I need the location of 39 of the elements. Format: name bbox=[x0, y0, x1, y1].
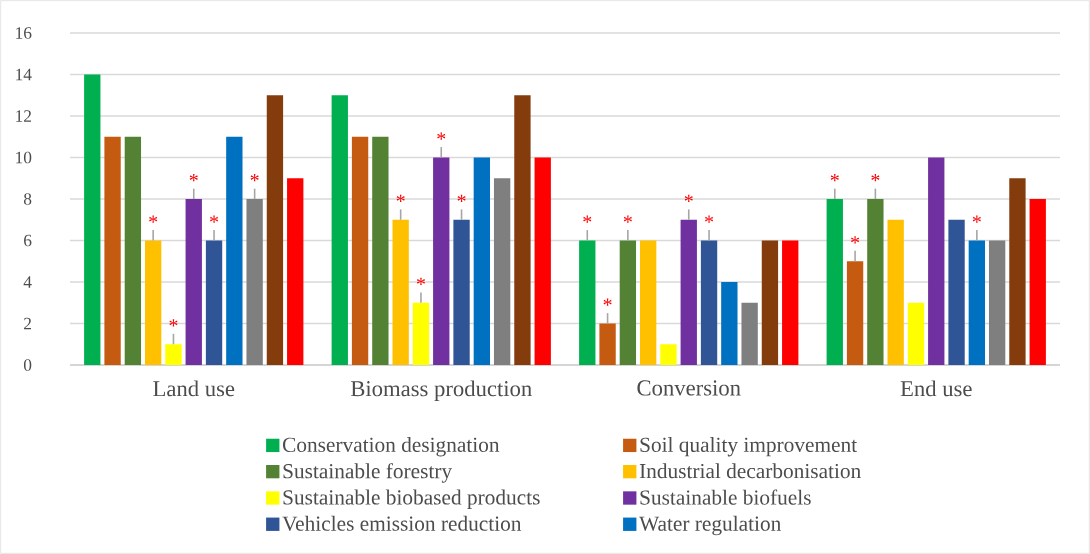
x-tick-label: Biomass production bbox=[350, 380, 532, 401]
y-tick-label: 16 bbox=[16, 27, 32, 39]
data-label: * bbox=[684, 194, 693, 203]
y-tick-label: 2 bbox=[24, 317, 31, 330]
data-label: * bbox=[416, 277, 425, 286]
data-label: * bbox=[457, 194, 466, 203]
data-label: * bbox=[972, 215, 981, 223]
y-tick-label: 0 bbox=[23, 359, 32, 371]
legend-label: Soil quality improvement bbox=[640, 437, 858, 457]
y-tick-label: 12 bbox=[16, 110, 32, 122]
legend-label: Sustainable biofuels bbox=[640, 489, 811, 505]
legend-label: Sustainable biobased products bbox=[283, 489, 540, 509]
data-label: * bbox=[603, 298, 612, 306]
data-label: * bbox=[623, 215, 632, 223]
legend-label: Vehicles emission reduction bbox=[282, 515, 522, 531]
y-tick-label: 8 bbox=[23, 193, 32, 205]
data-label: * bbox=[437, 132, 446, 140]
data-label: * bbox=[396, 194, 405, 203]
data-label: * bbox=[583, 215, 592, 223]
data-label: * bbox=[851, 236, 860, 244]
legend-label: Industrial decarbonisation bbox=[639, 463, 861, 479]
data-label: * bbox=[189, 173, 198, 182]
x-tick-label: End use bbox=[900, 380, 972, 397]
y-tick-label: 14 bbox=[16, 68, 32, 81]
legend-label: Conservation designation bbox=[282, 437, 500, 457]
data-label: * bbox=[210, 215, 219, 223]
y-tick-label: 4 bbox=[23, 276, 32, 288]
data-label: * bbox=[705, 215, 714, 223]
data-label: * bbox=[250, 173, 259, 182]
x-tick-label: Conversion bbox=[637, 380, 741, 396]
legend-label: Sustainable forestry bbox=[283, 463, 453, 483]
x-tick-label: Land use bbox=[153, 380, 235, 397]
data-label: * bbox=[871, 173, 880, 182]
legend-label: Water regulation bbox=[639, 515, 781, 536]
data-label: * bbox=[169, 319, 178, 327]
y-tick-label: 10 bbox=[16, 151, 32, 164]
data-label: * bbox=[149, 215, 158, 223]
y-tick-label: 6 bbox=[24, 234, 32, 247]
data-label: * bbox=[830, 173, 839, 182]
